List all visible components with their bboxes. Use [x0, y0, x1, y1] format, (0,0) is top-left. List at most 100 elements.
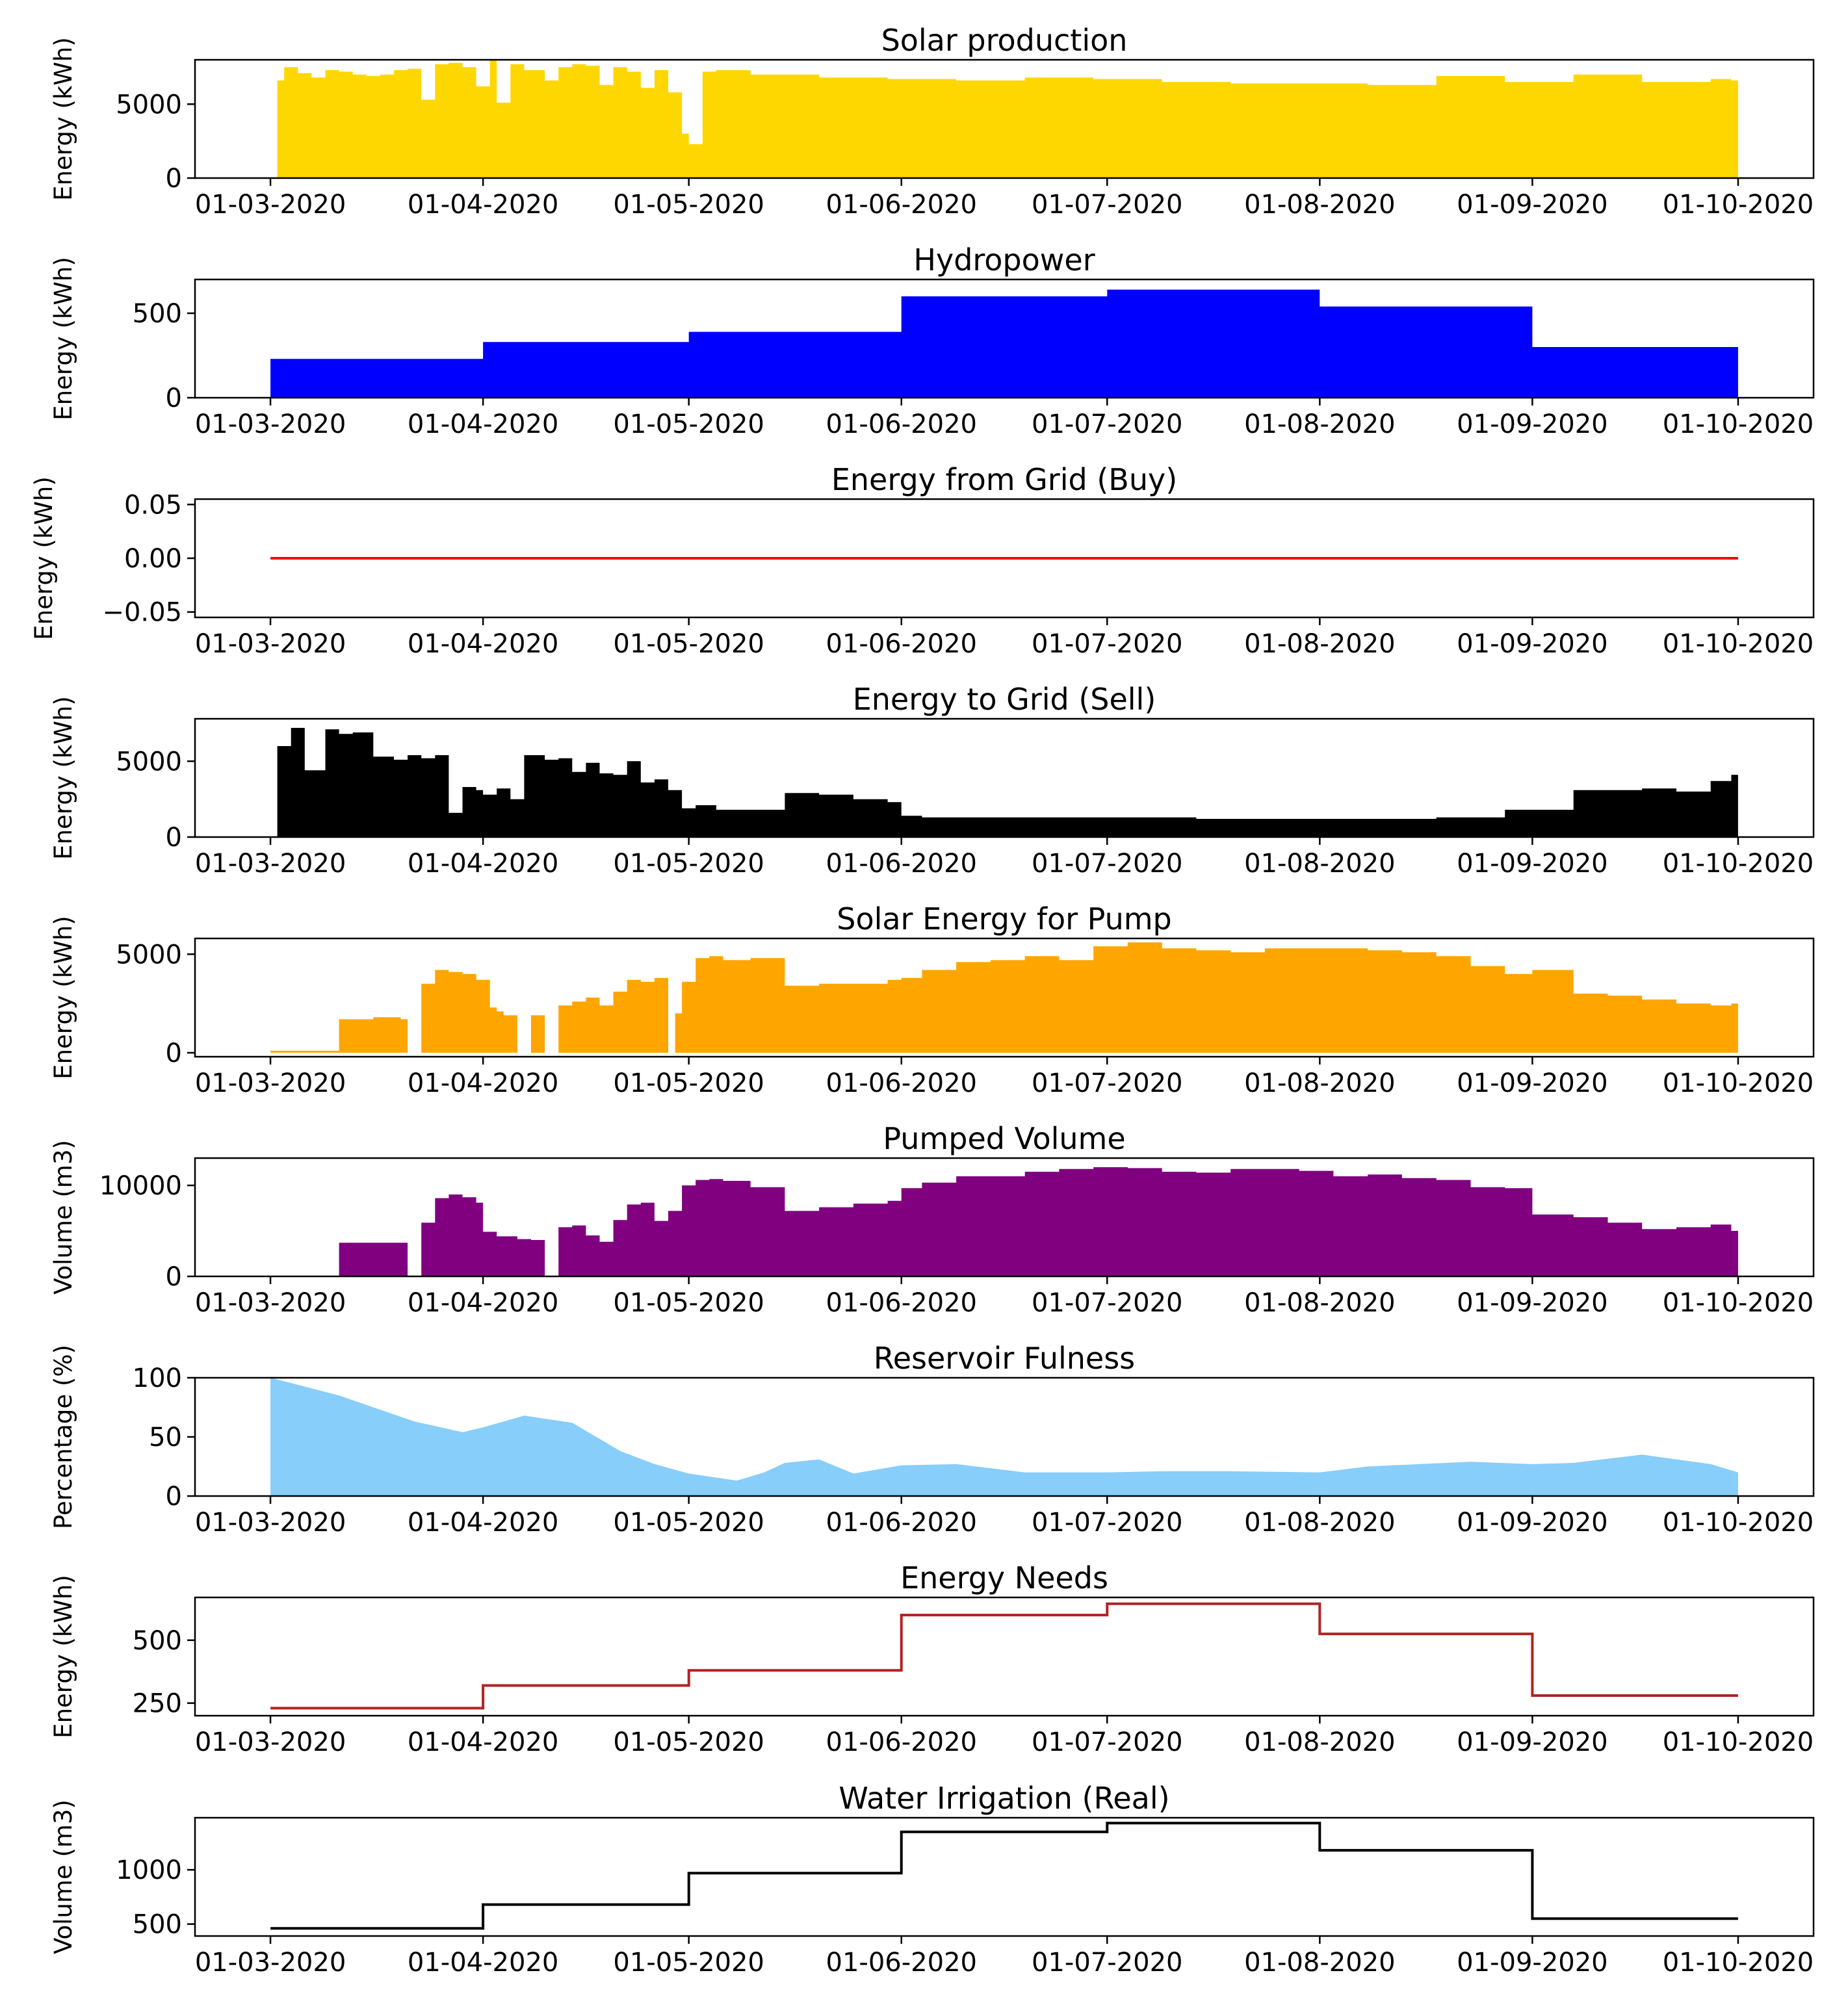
- y-tick-label: 10000: [99, 1171, 182, 1201]
- y-tick-label: 0: [166, 1262, 182, 1292]
- y-axis-label: Volume (m3): [49, 1140, 77, 1295]
- series-area: [270, 1378, 1738, 1496]
- x-tick-label: 01-06-2020: [826, 1288, 977, 1318]
- x-tick-label: 01-06-2020: [826, 1948, 977, 1978]
- series-area: [270, 289, 1738, 398]
- x-tick-label: 01-05-2020: [613, 1288, 764, 1318]
- x-tick-label: 01-05-2020: [613, 1068, 764, 1098]
- x-tick-label: 01-10-2020: [1663, 849, 1814, 879]
- x-tick-label: 01-08-2020: [1244, 409, 1395, 439]
- x-tick-label: 01-09-2020: [1457, 1068, 1607, 1098]
- y-axis-label: Volume (m3): [49, 1800, 77, 1954]
- chart-title: Reservoir Fulness: [874, 1341, 1135, 1376]
- y-tick-label: 0: [166, 383, 182, 413]
- x-tick-label: 01-03-2020: [195, 1948, 346, 1978]
- chart-title: Energy to Grid (Sell): [853, 682, 1156, 717]
- series-line: [270, 1822, 1738, 1930]
- y-tick-label: 5000: [116, 747, 182, 777]
- y-tick-label: 50: [149, 1423, 182, 1452]
- x-tick-label: 01-06-2020: [826, 1727, 977, 1757]
- x-tick-label: 01-08-2020: [1244, 1288, 1395, 1318]
- y-tick-label: 1000: [116, 1855, 182, 1885]
- x-tick-label: 01-03-2020: [195, 1508, 346, 1538]
- y-axis-label: Energy (kWh): [49, 257, 77, 420]
- x-tick-label: 01-06-2020: [826, 1068, 977, 1098]
- y-tick-label: 250: [133, 1689, 182, 1719]
- series-line: [270, 1602, 1738, 1710]
- chart-title: Water Irrigation (Real): [839, 1781, 1169, 1816]
- x-tick-label: 01-10-2020: [1663, 1727, 1814, 1757]
- x-tick-label: 01-05-2020: [613, 629, 764, 659]
- x-tick-label: 01-09-2020: [1457, 629, 1607, 659]
- x-tick-label: 01-08-2020: [1244, 1508, 1395, 1538]
- x-tick-label: 01-03-2020: [195, 1727, 346, 1757]
- x-tick-label: 01-05-2020: [613, 409, 764, 439]
- y-axis-label: Energy (kWh): [49, 696, 77, 860]
- x-tick-label: 01-03-2020: [195, 409, 346, 439]
- y-axis-label: Energy (kWh): [49, 916, 77, 1079]
- x-tick-label: 01-05-2020: [613, 1508, 764, 1538]
- x-tick-label: 01-04-2020: [408, 1288, 558, 1318]
- y-tick-label: 100: [133, 1363, 182, 1393]
- x-tick-label: 01-06-2020: [826, 190, 977, 220]
- x-tick-label: 01-05-2020: [613, 1727, 764, 1757]
- x-tick-label: 01-03-2020: [195, 1068, 346, 1098]
- y-tick-label: 0.00: [124, 544, 182, 574]
- x-tick-label: 01-06-2020: [826, 629, 977, 659]
- y-tick-label: 0: [166, 1482, 182, 1512]
- y-tick-label: 500: [133, 1910, 182, 1940]
- x-tick-label: 01-09-2020: [1457, 849, 1607, 879]
- x-tick-label: 01-03-2020: [195, 190, 346, 220]
- x-tick-label: 01-05-2020: [613, 1948, 764, 1978]
- x-tick-label: 01-08-2020: [1244, 849, 1395, 879]
- chart-title: Pumped Volume: [883, 1121, 1125, 1156]
- axes-frame: [194, 1157, 1815, 1278]
- x-tick-label: 01-04-2020: [408, 629, 558, 659]
- x-tick-label: 01-09-2020: [1457, 1727, 1607, 1757]
- x-tick-label: 01-08-2020: [1244, 190, 1395, 220]
- series-area: [270, 728, 1738, 837]
- x-tick-label: 01-09-2020: [1457, 1948, 1607, 1978]
- x-tick-label: 01-09-2020: [1457, 409, 1607, 439]
- series-area: [270, 60, 1738, 178]
- x-tick-label: 01-05-2020: [613, 190, 764, 220]
- chart-title: Solar production: [881, 23, 1128, 58]
- x-tick-label: 01-07-2020: [1032, 849, 1182, 879]
- x-tick-label: 01-10-2020: [1663, 190, 1814, 220]
- x-tick-label: 01-03-2020: [195, 849, 346, 879]
- x-tick-label: 01-08-2020: [1244, 1948, 1395, 1978]
- x-tick-label: 01-10-2020: [1663, 1288, 1814, 1318]
- y-tick-label: 500: [133, 1626, 182, 1656]
- axes-frame: [194, 717, 1815, 838]
- x-tick-label: 01-08-2020: [1244, 1727, 1395, 1757]
- series-area: [270, 1167, 1738, 1276]
- chart-title: Solar Energy for Pump: [837, 901, 1171, 936]
- x-tick-label: 01-04-2020: [408, 409, 558, 439]
- x-tick-label: 01-04-2020: [408, 849, 558, 879]
- axes-frame: [194, 278, 1815, 399]
- axes-frame: [194, 937, 1815, 1058]
- x-tick-label: 01-06-2020: [826, 409, 977, 439]
- y-axis-label: Energy (kWh): [49, 1575, 77, 1738]
- x-tick-label: 01-10-2020: [1663, 409, 1814, 439]
- series-area: [270, 942, 1738, 1053]
- y-tick-label: 0: [166, 164, 182, 194]
- x-tick-label: 01-06-2020: [826, 849, 977, 879]
- x-tick-label: 01-09-2020: [1457, 1508, 1607, 1538]
- chart-title: Energy Needs: [900, 1560, 1108, 1595]
- axes-frame: [194, 1816, 1815, 1937]
- x-tick-label: 01-06-2020: [826, 1508, 977, 1538]
- x-tick-label: 01-08-2020: [1244, 629, 1395, 659]
- chart-panel-3: Energy from Grid (Buy) −0.05 0.00 0.05 01-03…: [30, 462, 1815, 659]
- y-tick-label: 5000: [116, 940, 182, 970]
- y-tick-label: 0.05: [124, 490, 182, 520]
- chart-panel-1: Solar production 0 5000 01-03-2020 01-04-202…: [49, 23, 1815, 220]
- x-tick-label: 01-03-2020: [195, 1288, 346, 1318]
- y-axis-label: Energy (kWh): [30, 476, 58, 640]
- x-tick-label: 01-04-2020: [408, 1068, 558, 1098]
- x-tick-label: 01-07-2020: [1032, 1727, 1182, 1757]
- x-tick-label: 01-10-2020: [1663, 1948, 1814, 1978]
- x-tick-label: 01-05-2020: [613, 849, 764, 879]
- x-tick-label: 01-10-2020: [1663, 1508, 1814, 1538]
